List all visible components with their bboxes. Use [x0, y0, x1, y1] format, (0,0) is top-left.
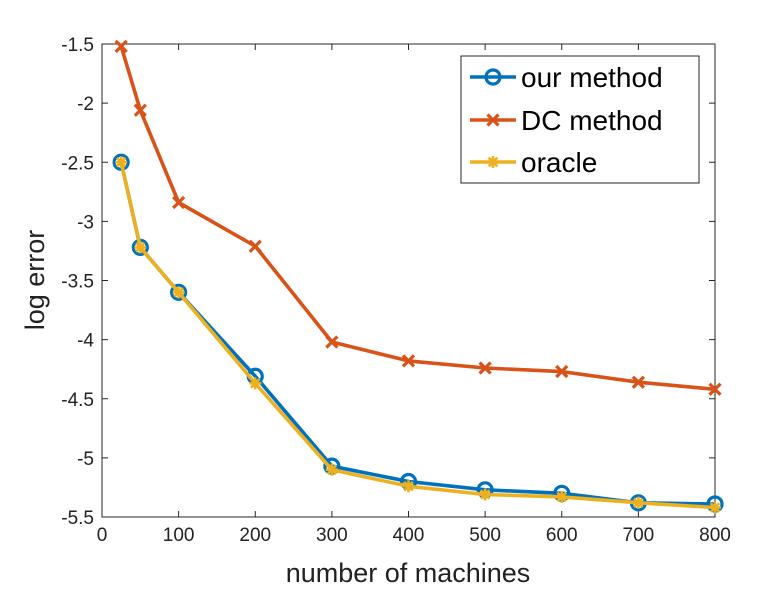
- y-tick-label: -3.5: [61, 272, 94, 293]
- y-tick-label: -4.5: [61, 390, 94, 411]
- y-tick-label: -4: [77, 331, 94, 352]
- x-tick-label: 600: [546, 525, 578, 546]
- x-tick-label: 200: [239, 525, 271, 546]
- legend-label: DC method: [521, 105, 663, 136]
- x-tick-label: 0: [97, 525, 108, 546]
- legend-marker: [487, 156, 499, 168]
- legend-label: oracle: [521, 147, 597, 178]
- x-tick-label: 100: [163, 525, 195, 546]
- y-tick-label: -3: [77, 212, 94, 233]
- data-point-oracle: [632, 496, 645, 509]
- legend-item-dc-method: DC method: [470, 105, 663, 136]
- series-oracle: [115, 156, 721, 514]
- y-tick-label: -5: [77, 449, 94, 470]
- legend-marker: [484, 68, 502, 86]
- data-point-dc-method: [133, 103, 147, 117]
- data-point-dc-method: [248, 239, 262, 253]
- data-point-oracle: [134, 241, 147, 254]
- data-point-dc-method: [325, 335, 339, 349]
- x-tick-label: 400: [393, 525, 425, 546]
- legend-label: our method: [521, 62, 663, 93]
- legend-item-oracle: oracle: [470, 147, 597, 178]
- data-point-oracle: [325, 463, 338, 476]
- data-point-oracle: [479, 488, 492, 501]
- y-tick-label: -5.5: [61, 508, 94, 529]
- legend-marker: [486, 113, 500, 127]
- axis-ticks: 0 100 200 300 400 500 600 700 800 -1.5 -2 -2.5 -3 -3.…: [61, 35, 731, 546]
- x-tick-label: 500: [469, 525, 501, 546]
- y-axis-title: log error: [20, 230, 50, 331]
- series-dc-method: [114, 39, 722, 396]
- data-point-oracle: [115, 156, 128, 169]
- x-tick-label: 700: [623, 525, 655, 546]
- legend: our method DC method oracle: [460, 55, 700, 184]
- data-point-oracle: [172, 286, 185, 299]
- data-point-oracle: [709, 501, 721, 514]
- data-point-dc-method: [708, 382, 722, 396]
- data-point-our-method: [170, 283, 188, 301]
- data-series: [112, 39, 724, 514]
- x-axis-title: number of machines: [286, 558, 531, 588]
- data-point-oracle: [402, 480, 415, 493]
- data-point-dc-method: [114, 39, 128, 53]
- x-tick-label: 800: [699, 525, 731, 546]
- data-point-dc-method: [401, 354, 416, 368]
- series-line-dc-method: [119, 45, 716, 392]
- data-point-dc-method: [171, 195, 186, 210]
- y-tick-label: -2.5: [61, 153, 94, 174]
- data-point-dc-method: [555, 364, 569, 379]
- y-tick-label: -1.5: [61, 35, 94, 56]
- data-point-dc-method: [478, 361, 492, 375]
- data-point-oracle: [249, 377, 262, 390]
- y-tick-label: -2: [77, 94, 94, 115]
- data-point-oracle: [555, 490, 568, 503]
- data-point-dc-method: [631, 375, 646, 389]
- legend-item-our-method: our method: [470, 62, 663, 93]
- series-line-oracle: [119, 161, 716, 510]
- x-tick-label: 300: [316, 525, 348, 546]
